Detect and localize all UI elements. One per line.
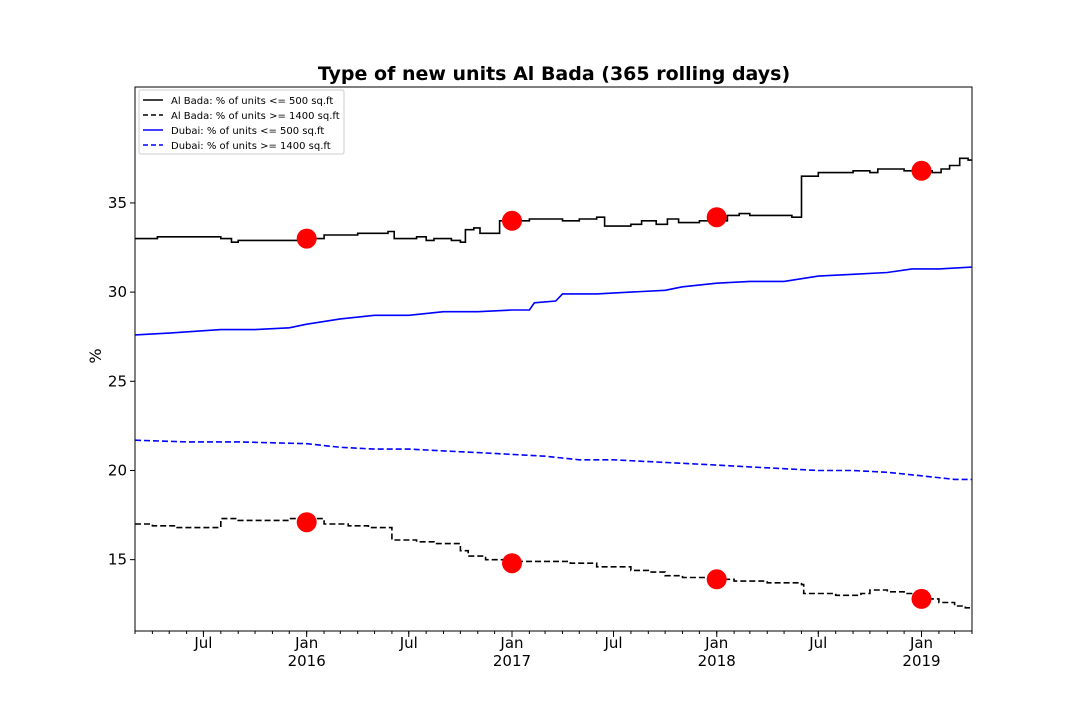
y-axis-label: % <box>86 348 105 363</box>
legend-label-1: Al Bada: % of units >= 1400 sq.ft <box>171 111 340 122</box>
y-tick-label-0: 15 <box>108 551 127 569</box>
y-tick-label-1: 20 <box>108 461 127 479</box>
legend-label-2: Dubai: % of units <= 500 sq.ft <box>171 126 324 137</box>
marker-layer <box>296 160 932 609</box>
x-tick-label-1: Jan <box>294 634 318 652</box>
y-axis: 15 20 25 30 35 <box>108 194 135 569</box>
chart-title: Type of new units Al Bada (365 rolling d… <box>318 63 790 85</box>
series-1-marker-2 <box>706 569 727 590</box>
series-line-2 <box>134 266 973 336</box>
x-tick-label-7: Jan <box>909 634 933 652</box>
x-tick-label-4: Jul <box>603 634 622 652</box>
y-tick-label-4: 35 <box>108 194 127 212</box>
x-tick-label-6: Jul <box>808 634 827 652</box>
x-tick-label-2: Jul <box>399 634 418 652</box>
y-tick-label-3: 30 <box>108 283 127 301</box>
x-tick-year-label-1: 2016 <box>288 652 326 670</box>
x-tick-year-label-5: 2018 <box>698 652 736 670</box>
series-0-marker-3 <box>911 160 932 181</box>
y-tick-label-2: 25 <box>108 372 127 390</box>
series-1-marker-0 <box>296 512 317 533</box>
x-tick-label-0: Jul <box>193 634 212 652</box>
legend-label-0: Al Bada: % of units <= 500 sq.ft <box>171 96 333 107</box>
legend-frame <box>138 89 345 155</box>
series-0-marker-0 <box>296 228 317 249</box>
series-line-3 <box>134 439 972 481</box>
series-line-1 <box>135 517 972 609</box>
plot-area-frame <box>134 86 973 632</box>
series-1-marker-1 <box>502 553 522 574</box>
x-tick-year-label-3: 2017 <box>493 652 531 670</box>
x-tick-year-label-7: 2019 <box>902 652 940 670</box>
series-0-marker-1 <box>502 210 522 231</box>
series-0-marker-2 <box>706 207 727 228</box>
x-tick-label-3: Jan <box>499 634 523 652</box>
series-layer <box>134 157 973 609</box>
series-line-0 <box>135 157 972 243</box>
legend-label-3: Dubai: % of units >= 1400 sq.ft <box>171 141 331 152</box>
x-tick-label-5: Jan <box>704 634 728 652</box>
legend: Al Bada: % of units <= 500 sq.ft Al Bada:… <box>138 89 345 155</box>
series-1-marker-3 <box>911 588 932 609</box>
